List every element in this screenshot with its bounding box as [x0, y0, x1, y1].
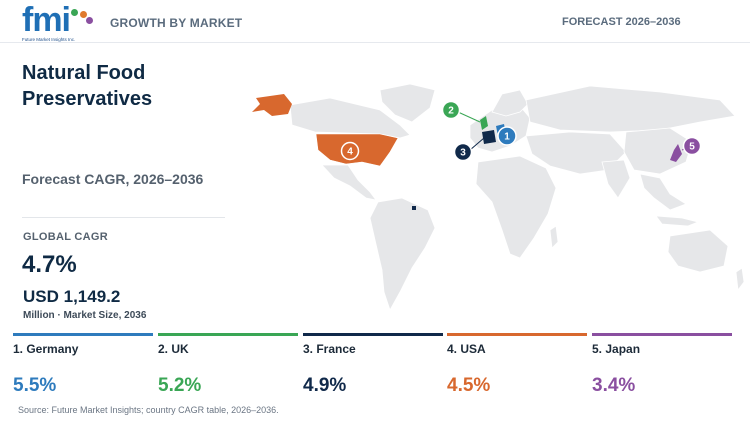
north-asia-shape	[525, 85, 736, 133]
world-map: 1 2 3 4 5	[252, 83, 745, 311]
logo-dot-green	[71, 9, 78, 16]
france-marker: 3	[453, 142, 473, 162]
madagascar-shape	[549, 225, 559, 249]
country-card-france: 3. France 4.9%	[303, 333, 443, 403]
uk-leader-line	[457, 111, 481, 123]
country-cagr-value: 3.4%	[592, 375, 636, 396]
country-cagr-value: 5.2%	[158, 375, 202, 396]
uk-marker: 2	[441, 100, 461, 120]
logo-dot-purple	[86, 17, 93, 24]
forecast-period-label: FORECAST 2026–2036	[562, 16, 681, 28]
country-cagr-value: 4.5%	[447, 375, 491, 396]
southeast-asia-shape	[639, 173, 687, 211]
japan-marker-label: 5	[689, 142, 695, 153]
logo-wordmark: fmi	[22, 1, 71, 39]
forecast-cagr-label: Forecast CAGR, 2026–2036	[22, 171, 204, 187]
country-color-bar	[13, 333, 153, 336]
australia-shape	[667, 229, 729, 273]
uk-shape	[480, 116, 488, 130]
japan-marker: 5	[682, 136, 702, 156]
france-marker-label: 3	[460, 148, 466, 159]
country-name: 2. UK	[158, 342, 189, 356]
usa-marker-label: 4	[347, 147, 353, 158]
indonesia-shape	[655, 215, 700, 227]
logo-dot-orange	[80, 11, 87, 18]
country-cagr-value: 5.5%	[13, 375, 57, 396]
france-leader-line	[469, 137, 485, 151]
country-cagr-value: 4.9%	[303, 375, 347, 396]
header-bar: fmi Future Market Insights Inc. GROWTH B…	[0, 0, 750, 43]
south-america-shape	[369, 197, 436, 311]
market-size-value: USD 1,149.2	[23, 287, 121, 306]
greenland-shape	[379, 83, 436, 123]
market-size-label: Million · Market Size, 2036	[23, 310, 147, 321]
country-color-bar	[303, 333, 443, 336]
canada-shape	[289, 97, 411, 139]
usa-marker: 4	[340, 141, 360, 161]
french-guiana-shape	[412, 206, 416, 210]
germany-marker-label: 1	[504, 132, 510, 143]
france-shape	[482, 130, 496, 144]
country-color-bar	[592, 333, 732, 336]
country-name: 4. USA	[447, 342, 486, 356]
country-card-usa: 4. USA 4.5%	[447, 333, 587, 403]
page-title: Natural Food Preservatives	[22, 62, 153, 110]
new-zealand-shape	[735, 267, 745, 292]
divider	[22, 217, 225, 218]
country-color-bar	[158, 333, 298, 336]
japan-shape	[670, 144, 682, 162]
country-card-japan: 5. Japan 3.4%	[592, 333, 732, 403]
fmi-logo[interactable]: fmi Future Market Insights Inc.	[22, 1, 93, 42]
global-cagr-label: GLOBAL CAGR	[23, 231, 108, 243]
global-cagr-value: 4.7%	[22, 251, 77, 278]
alaska-usa-shape	[252, 94, 292, 116]
east-asia-shape	[623, 127, 693, 175]
uk-marker-label: 2	[448, 106, 454, 117]
logo-tagline: Future Market Insights Inc.	[22, 37, 76, 42]
source-note: Source: Future Market Insights; country …	[18, 405, 279, 415]
central-america-shape	[321, 164, 377, 201]
india-shape	[601, 159, 631, 199]
country-name: 1. Germany	[13, 342, 79, 356]
country-name: 5. Japan	[592, 342, 641, 356]
country-card-germany: 1. Germany 5.5%	[13, 333, 153, 403]
germany-marker: 1	[497, 126, 517, 146]
country-color-bar	[447, 333, 587, 336]
country-name: 3. France	[303, 342, 356, 356]
growth-by-market-label: GROWTH BY MARKET	[110, 16, 243, 30]
africa-shape	[475, 155, 557, 259]
country-card-uk: 2. UK 5.2%	[158, 333, 298, 403]
